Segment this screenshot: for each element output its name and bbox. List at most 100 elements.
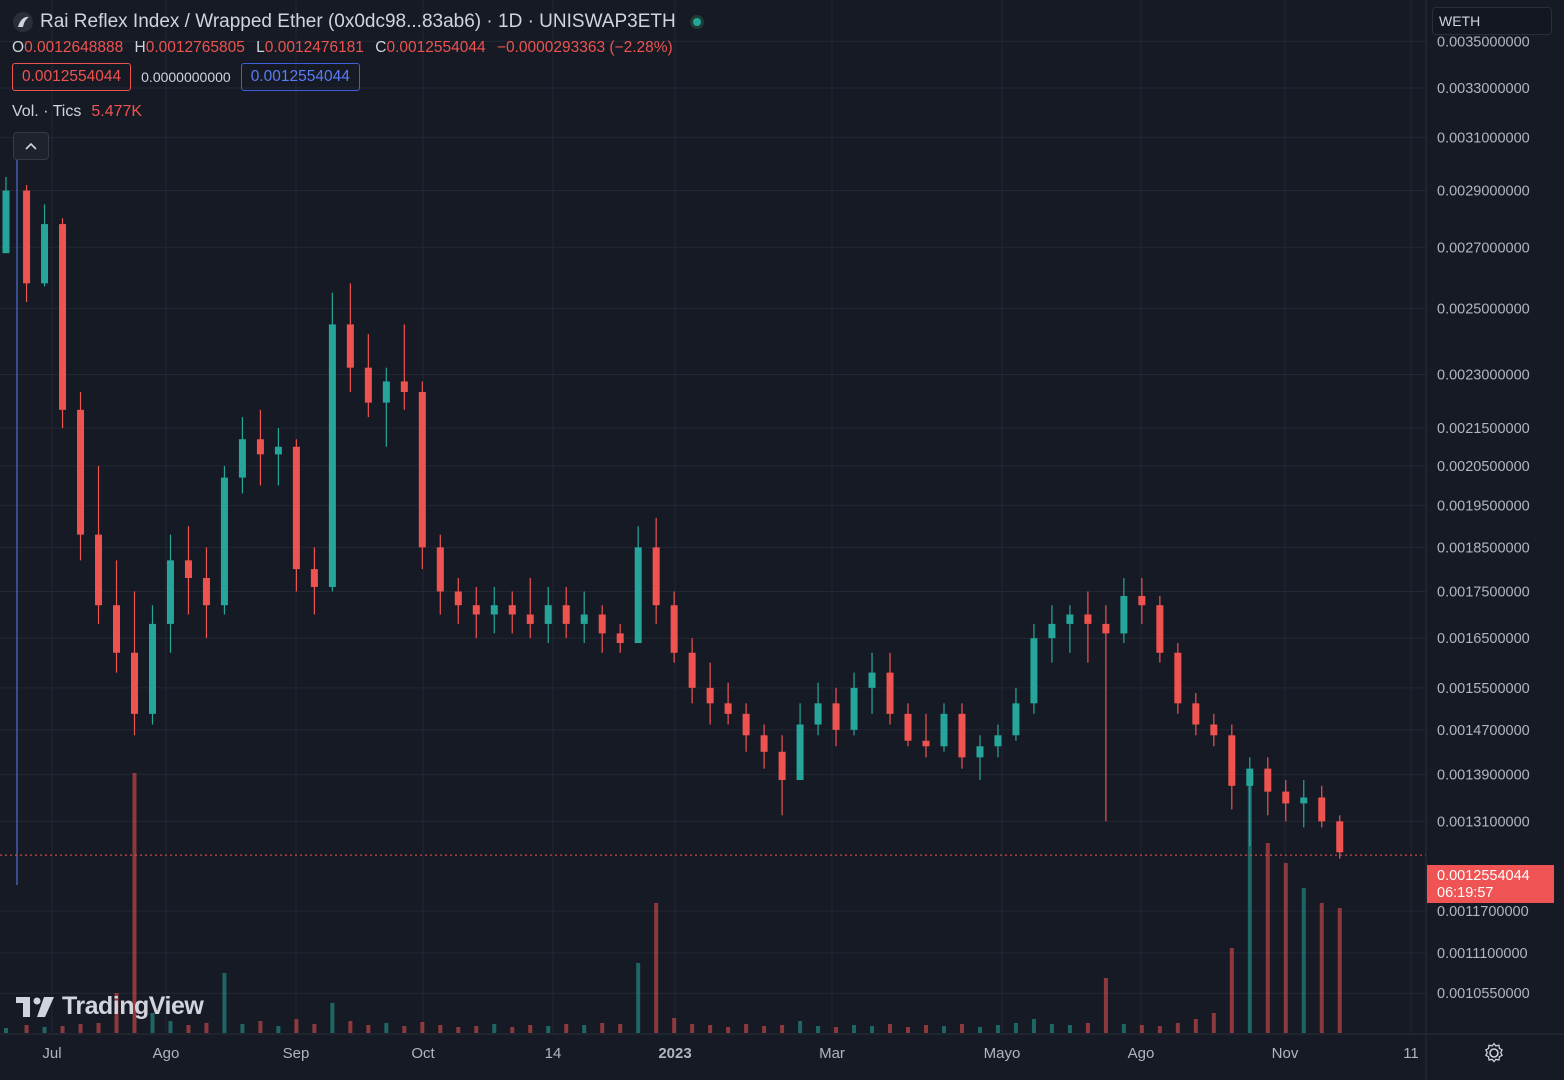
- volume-bar: [1211, 1013, 1216, 1033]
- volume-bar: [1157, 1026, 1162, 1033]
- volume-bar: [348, 1021, 353, 1033]
- volume-bar: [384, 1023, 389, 1033]
- price-tick-label: 0.0013100000: [1437, 814, 1530, 830]
- candle-body: [598, 614, 606, 634]
- tradingview-logo[interactable]: TradingView: [16, 992, 204, 1021]
- price-tick-label: 0.0011700000: [1437, 904, 1529, 920]
- volume-bar: [564, 1024, 569, 1033]
- volume-bar: [762, 1026, 767, 1033]
- candle-body: [148, 623, 156, 714]
- candle-body: [472, 605, 480, 615]
- chart-grid: [0, 0, 1426, 1034]
- symbol-title-row: Rai Reflex Index / Wrapped Ether (0x0dc9…: [12, 10, 704, 34]
- time-tick-label: Oct: [411, 1045, 435, 1062]
- volume-bar: [708, 1025, 713, 1033]
- volume-bar: [924, 1025, 928, 1033]
- candle-body: [634, 547, 642, 644]
- candle-body: [976, 746, 984, 758]
- volume-bar: [798, 1021, 803, 1033]
- collapse-legend-button[interactable]: [13, 132, 49, 160]
- volume-bar: [1265, 843, 1270, 1033]
- price-tick-label: 0.0020500000: [1437, 459, 1530, 475]
- volume-bar: [456, 1027, 461, 1033]
- volume-bar: [1301, 888, 1306, 1033]
- candle-body: [2, 190, 10, 254]
- time-tick-label: 14: [545, 1045, 562, 1062]
- candle-body: [382, 381, 390, 403]
- price-tick-label: 0.0015500000: [1437, 681, 1530, 697]
- volume-bar: [4, 1028, 8, 1033]
- candle-body: [328, 324, 336, 587]
- candle-body: [994, 735, 1002, 747]
- candle-body: [544, 605, 552, 624]
- volume-value: 5.477K: [91, 103, 143, 120]
- volume-bar: [24, 1025, 29, 1033]
- candle-body: [95, 534, 103, 606]
- price-tick-label: 0.0018500000: [1437, 540, 1530, 556]
- candle-body: [904, 713, 912, 741]
- close-value: 0.0012554044: [386, 39, 486, 56]
- sell-price-button[interactable]: 0.0012554044: [12, 63, 132, 91]
- candle-body: [130, 652, 138, 714]
- candle-body: [796, 724, 804, 781]
- volume-bar: [906, 1027, 911, 1033]
- candle-body: [184, 560, 192, 578]
- volume-label: Vol. · Tics: [12, 103, 82, 120]
- volume-bar: [672, 1018, 677, 1033]
- volume-bars: [4, 773, 1342, 1033]
- candle-body: [652, 547, 660, 606]
- volume-bar: [150, 1013, 155, 1033]
- candle-body: [436, 547, 444, 592]
- volume-bar: [977, 1027, 982, 1033]
- volume-bar: [240, 1024, 245, 1033]
- volume-bar: [726, 1027, 731, 1033]
- candle-body: [886, 672, 894, 714]
- volume-bar: [816, 1026, 821, 1033]
- candle-body: [778, 751, 786, 781]
- candle-body: [706, 687, 714, 704]
- price-tick-label: 0.0027000000: [1437, 240, 1530, 256]
- volume-bar: [870, 1026, 875, 1033]
- volume-bar: [852, 1025, 857, 1033]
- price-tick-label: 0.0016500000: [1437, 631, 1530, 647]
- candle-body: [23, 190, 31, 284]
- candle-body: [1300, 797, 1308, 804]
- time-tick-label: 11: [1403, 1045, 1419, 1062]
- volume-bar: [438, 1025, 443, 1033]
- volume-bar: [1031, 1019, 1036, 1033]
- time-tick-label: Jul: [42, 1045, 61, 1062]
- price-tick-label: 0.0010550000: [1437, 986, 1530, 1002]
- time-tick-label: 2023: [658, 1045, 691, 1062]
- volume-bar: [600, 1023, 605, 1033]
- candle-body: [940, 713, 948, 747]
- ohlc-values: O0.0012648888 H0.0012765805 L0.001247618…: [12, 39, 704, 57]
- candle-body: [1138, 596, 1146, 606]
- volume-bar: [1139, 1025, 1144, 1033]
- volume-bar: [888, 1024, 893, 1033]
- chevron-up-icon: [25, 142, 37, 150]
- buy-price-button[interactable]: 0.0012554044: [240, 63, 360, 91]
- volume-bar: [330, 1003, 335, 1033]
- candle-body: [850, 687, 858, 730]
- symbol-title[interactable]: Rai Reflex Index / Wrapped Ether (0x0dc9…: [40, 11, 676, 32]
- price-tick-label: 0.0019500000: [1437, 499, 1530, 515]
- volume-bar: [168, 1021, 173, 1033]
- price-axis-symbol[interactable]: WETH: [1432, 7, 1552, 35]
- candles: [2, 176, 1344, 859]
- low-key: L: [256, 39, 265, 56]
- volume-bar: [222, 973, 227, 1033]
- candle-body: [1030, 638, 1038, 704]
- gear-icon[interactable]: [1483, 1042, 1505, 1064]
- volume-bar: [941, 1026, 946, 1033]
- candle-body: [202, 577, 210, 606]
- volume-bar: [1103, 978, 1108, 1033]
- volume-bar: [186, 1025, 191, 1033]
- volume-legend[interactable]: Vol. · Tics 5.477K: [12, 103, 704, 121]
- candle-body: [760, 735, 768, 752]
- volume-bar: [744, 1024, 749, 1033]
- tradingview-mark-icon: [16, 996, 54, 1017]
- candle-body: [418, 391, 426, 548]
- low-value: 0.0012476181: [264, 39, 364, 56]
- volume-bar: [96, 1023, 101, 1033]
